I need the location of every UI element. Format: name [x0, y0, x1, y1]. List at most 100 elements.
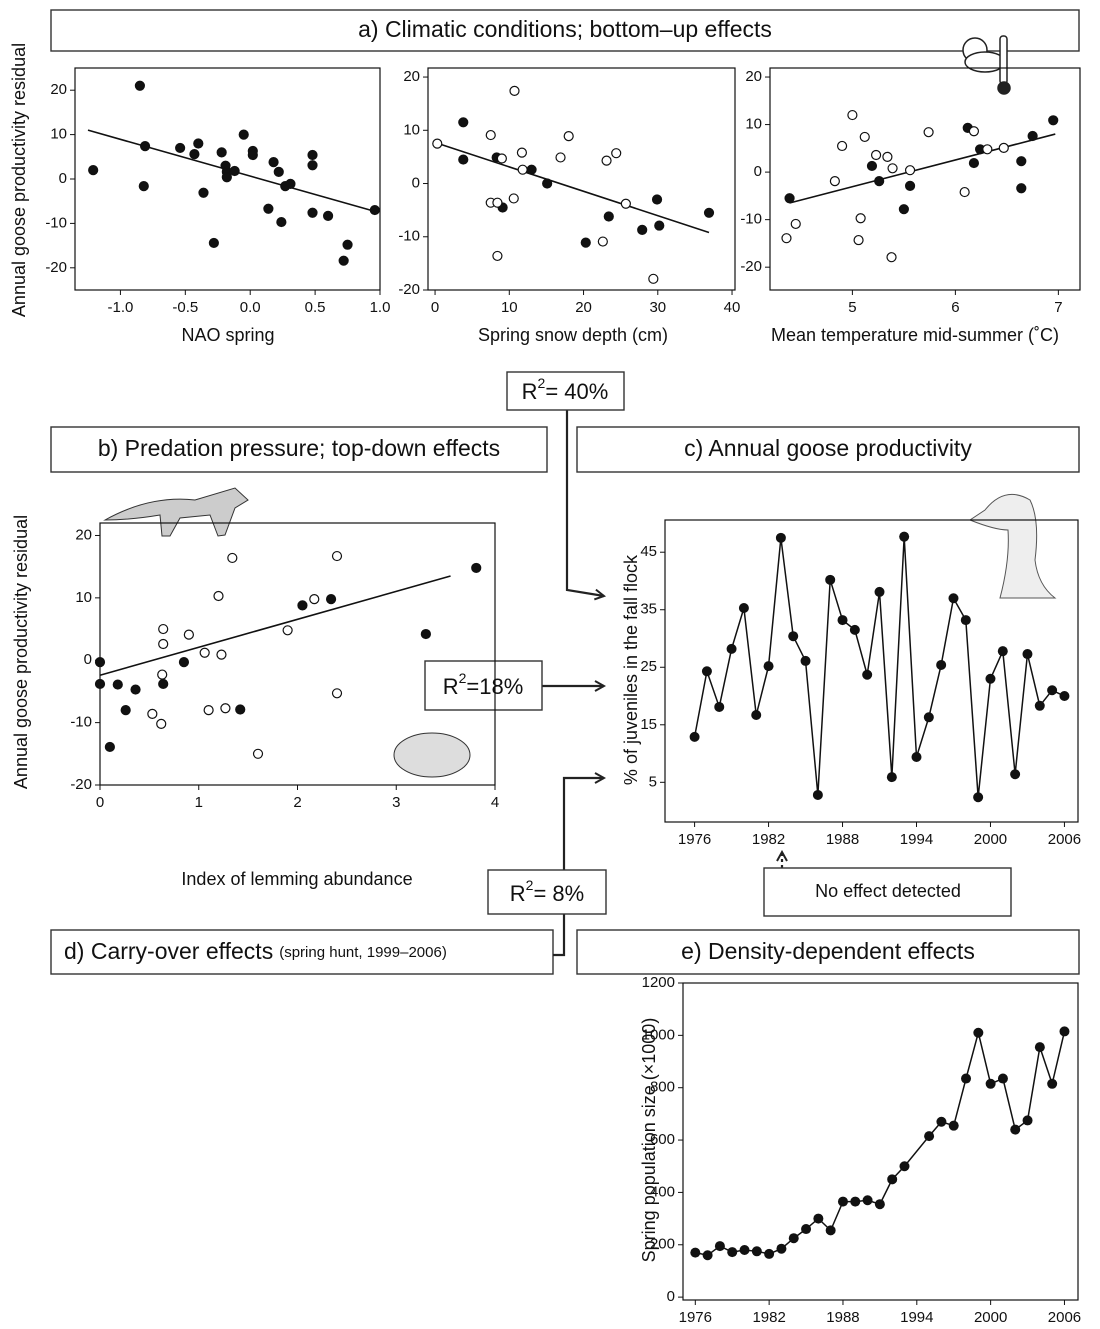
y-tick-label: -20 — [45, 259, 67, 276]
point — [138, 181, 149, 192]
point — [904, 180, 916, 191]
point — [247, 149, 258, 161]
y-tick-label: 0 — [754, 163, 762, 180]
x-tick-label: 3 — [392, 794, 400, 811]
point — [968, 157, 980, 169]
point — [801, 1224, 812, 1235]
point — [997, 1073, 1008, 1084]
point — [1059, 691, 1070, 702]
y-tick-label: 10 — [75, 589, 92, 606]
goose-icon — [968, 493, 1057, 599]
panel-title: a) Climatic conditions; bottom–up effect… — [358, 16, 772, 42]
point — [998, 142, 1009, 153]
x-tick-label: 2006 — [1048, 1309, 1081, 1326]
point — [690, 1247, 701, 1258]
y-tick-label: -20 — [70, 776, 92, 793]
point — [859, 131, 870, 143]
point — [432, 138, 443, 149]
point — [1027, 130, 1038, 142]
x-tick-label: 1.0 — [370, 299, 391, 316]
x-tick-label: 1988 — [826, 831, 859, 848]
point — [874, 1199, 885, 1210]
point — [603, 211, 614, 222]
y-axis-label: Annual goose productivity residual — [11, 515, 31, 789]
point — [94, 678, 106, 690]
point — [702, 1250, 713, 1261]
y-tick-label: 0 — [667, 1288, 675, 1305]
point — [175, 142, 186, 154]
point — [850, 1196, 861, 1207]
x-tick-label: 1976 — [679, 1309, 712, 1326]
x-tick-label: 10 — [501, 299, 518, 316]
point — [221, 172, 232, 183]
panel-box — [50, 426, 548, 473]
link-box — [487, 869, 607, 915]
y-tick-label: 20 — [403, 68, 420, 85]
point — [899, 531, 910, 542]
point — [458, 117, 469, 128]
plot-frame — [769, 67, 1081, 291]
point — [611, 148, 622, 159]
point — [235, 704, 246, 715]
x-axis-label: Spring snow depth (cm) — [478, 325, 668, 345]
point — [847, 109, 858, 121]
point — [94, 657, 106, 668]
y-tick-label: 10 — [403, 121, 420, 138]
point — [968, 126, 980, 137]
point — [751, 1246, 762, 1257]
point — [813, 1213, 824, 1224]
y-tick-label: 20 — [50, 81, 67, 98]
point — [936, 659, 947, 670]
y-tick-label: 0 — [84, 651, 92, 668]
point — [307, 207, 318, 218]
point — [158, 623, 169, 635]
y-tick-label: 600 — [650, 1131, 675, 1148]
point — [898, 204, 909, 215]
link-label: R2=18% — [443, 670, 524, 699]
point — [985, 1078, 996, 1089]
point — [855, 213, 866, 224]
point — [751, 710, 762, 721]
point — [763, 661, 774, 672]
link-box — [424, 660, 543, 711]
panel-box — [576, 929, 1080, 975]
x-tick-label: 40 — [724, 299, 741, 316]
point — [517, 164, 528, 175]
y-tick-label: 400 — [650, 1183, 675, 1200]
r-power: 2 — [526, 877, 534, 893]
point — [229, 165, 240, 177]
x-tick-label: 0.0 — [240, 299, 261, 316]
link-box — [506, 371, 625, 411]
point — [563, 131, 574, 142]
x-tick-label: 2 — [293, 794, 301, 811]
point — [492, 197, 503, 208]
point — [1016, 183, 1027, 194]
point — [112, 679, 123, 690]
point — [139, 141, 151, 152]
point — [238, 129, 249, 140]
point — [297, 600, 308, 611]
point — [104, 741, 115, 753]
point — [887, 163, 898, 174]
point — [887, 1174, 898, 1185]
point — [134, 80, 145, 91]
panel-box — [576, 426, 1080, 473]
y-tick-label: 35 — [640, 601, 657, 618]
point — [199, 647, 210, 658]
point — [1034, 700, 1045, 711]
point — [1047, 685, 1058, 696]
point — [701, 666, 712, 677]
point — [1034, 1042, 1045, 1053]
point — [654, 220, 665, 231]
y-axis-label: Spring population size (×1000) — [639, 1018, 659, 1263]
panel-title: b) Predation pressure; top-down effects — [98, 435, 500, 461]
note: No effect detected — [815, 881, 961, 901]
point — [739, 1245, 750, 1256]
point — [1022, 649, 1033, 660]
point — [837, 615, 848, 626]
point — [88, 165, 99, 176]
point — [338, 255, 349, 266]
point — [1047, 1078, 1058, 1089]
point — [227, 552, 238, 564]
point — [849, 624, 860, 635]
